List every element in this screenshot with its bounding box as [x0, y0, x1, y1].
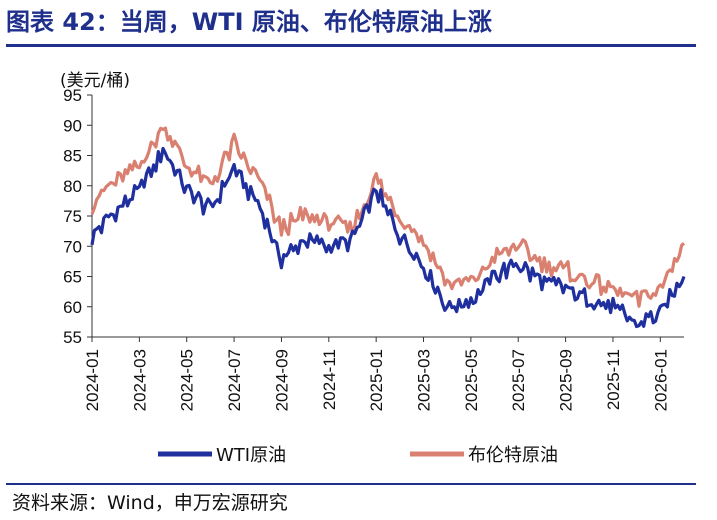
- y-tick-label: 90: [63, 116, 82, 135]
- x-tick-label: 2025-01: [367, 349, 386, 411]
- source-divider: [6, 483, 696, 485]
- x-tick-label: 2025-09: [557, 349, 576, 411]
- x-tick-label: 2026-01: [651, 349, 670, 411]
- x-tick-label: 2024-03: [130, 349, 149, 411]
- x-tick-label: 2024-01: [83, 349, 102, 411]
- axes: [87, 94, 684, 342]
- brent-series-line: [90, 126, 686, 308]
- y-tick-label: 85: [63, 147, 82, 166]
- legend-label: 布伦特原油: [468, 445, 558, 466]
- x-tick-label: 2025-05: [462, 349, 481, 411]
- y-tick-label: 60: [63, 298, 82, 317]
- y-tick-label: 65: [63, 268, 82, 287]
- y-axis-unit-label: (美元/桶): [60, 71, 130, 91]
- y-tick-label: 70: [63, 237, 82, 256]
- x-tick-label: 2024-07: [225, 349, 244, 411]
- y-tick-label: 95: [63, 86, 82, 105]
- tick-labels: (美元/桶) 55 60 65 70 75 80 85 90 95 2024-01 2024-03 20…: [60, 71, 670, 411]
- line-chart: (美元/桶) 55 60 65 70 75 80 85 90 95 2024-01 2024-03 20…: [60, 71, 686, 466]
- legend: WTI原油 布伦特原油: [158, 445, 558, 466]
- source-note: 资料来源：Wind，申万宏源研究: [12, 492, 288, 514]
- x-tick-label: 2024-11: [320, 349, 339, 410]
- x-tick-label: 2024-09: [272, 349, 291, 411]
- page-title: 图表 42：当周，WTI 原油、布伦特原油上涨: [6, 8, 492, 36]
- series-layer: [90, 126, 686, 329]
- x-tick-label: 2024-05: [178, 349, 197, 411]
- x-tick-label: 2025-11: [604, 349, 623, 410]
- wti-series-line: [90, 146, 686, 329]
- legend-label: WTI原油: [216, 445, 286, 466]
- y-tick-label: 75: [63, 207, 82, 226]
- x-tick-label: 2025-07: [509, 349, 528, 411]
- title-divider: [6, 44, 696, 47]
- x-tick-label: 2025-03: [415, 349, 434, 411]
- y-tick-label: 80: [63, 177, 82, 196]
- y-tick-label: 55: [63, 328, 82, 347]
